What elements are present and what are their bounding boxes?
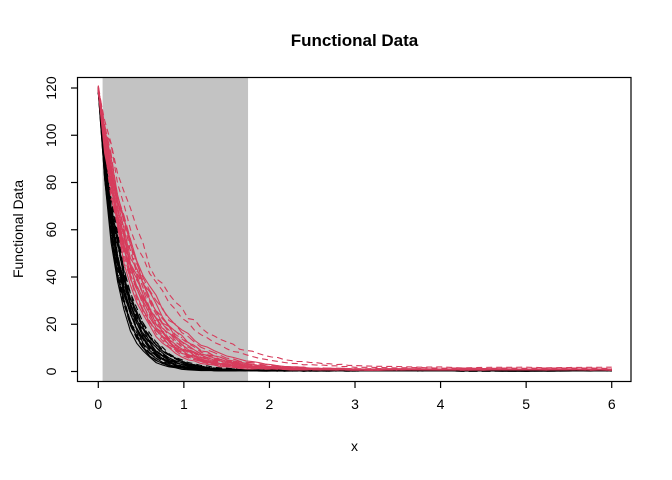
curve-group-2-pink — [97, 89, 612, 369]
x-tick-label: 3 — [351, 396, 359, 412]
curve-group-1-black — [97, 91, 612, 372]
y-tick-label: 0 — [43, 367, 59, 375]
x-axis-label: x — [351, 438, 358, 454]
y-tick-label: 100 — [43, 123, 59, 147]
y-tick-label: 120 — [43, 76, 59, 100]
y-tick-label: 60 — [43, 222, 59, 238]
x-tick-label: 4 — [437, 396, 445, 412]
x-tick-label: 5 — [522, 396, 530, 412]
y-tick-label: 80 — [43, 175, 59, 191]
y-tick-label: 40 — [43, 269, 59, 285]
x-tick-label: 6 — [608, 396, 616, 412]
x-tick-label: 0 — [94, 396, 102, 412]
y-tick-label: 20 — [43, 316, 59, 332]
x-tick-label: 1 — [180, 396, 188, 412]
curve-group-2-pink — [97, 87, 612, 371]
x-tick-label: 2 — [266, 396, 274, 412]
curve-group-1-black — [97, 87, 612, 372]
chart-title: Functional Data — [290, 31, 419, 50]
curve-group-2-pink — [97, 88, 612, 370]
curve-group-2-pink — [97, 86, 612, 371]
